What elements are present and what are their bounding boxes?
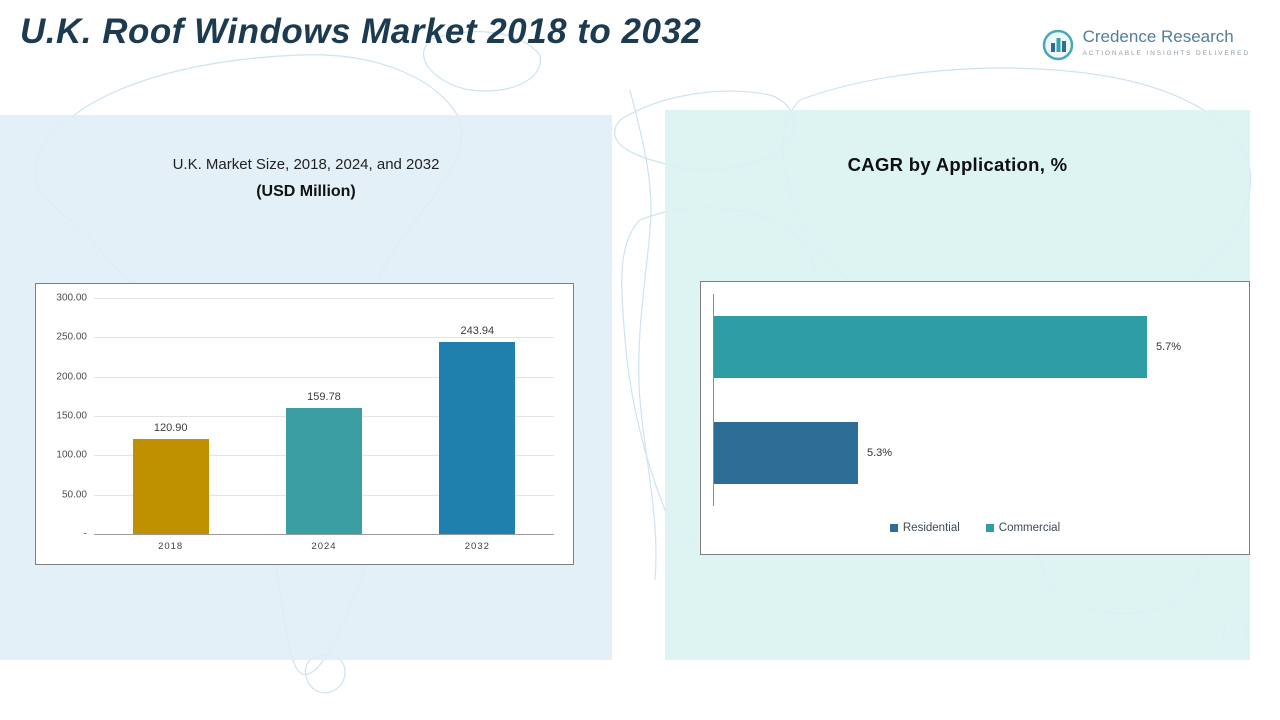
market-size-panel: U.K. Market Size, 2018, 2024, and 2032 (… — [0, 115, 612, 660]
bar-2018: 120.90 — [132, 422, 209, 534]
page-title: U.K. Roof Windows Market 2018 to 2032 — [20, 12, 702, 51]
logo-tagline: Actionable Insights Delivered — [1082, 49, 1250, 57]
credence-logo-icon — [1042, 29, 1073, 61]
bar-slot: 159.78 — [247, 298, 400, 534]
cagr-panel: CAGR by Application, % 5.7% 5.3% Resident… — [665, 110, 1250, 660]
legend-label: Residential — [902, 522, 960, 534]
bar-value-label: 243.94 — [460, 325, 495, 338]
bar-2024: 159.78 — [285, 391, 362, 534]
credence-logo-text: Credence Research Actionable Insights De… — [1082, 27, 1250, 57]
x-axis-category-label: 2024 — [311, 541, 337, 552]
y-axis-tick-label: 150.00 — [56, 410, 87, 422]
legend-marker — [889, 524, 898, 532]
y-axis-tick-label: 200.00 — [56, 371, 87, 383]
market-size-title-line1: U.K. Market Size, 2018, 2024, and 2032 — [172, 156, 440, 173]
bar-commercial — [714, 316, 1147, 378]
bar-row-residential: 5.3% — [714, 422, 1219, 484]
cagr-plot: 5.7% 5.3% — [713, 294, 1219, 506]
bar-value-label: 159.78 — [307, 391, 341, 404]
bar-value-label: 120.90 — [153, 421, 188, 434]
bar-value-label: 5.3% — [867, 447, 893, 459]
legend-item-residential: Residential — [889, 522, 960, 534]
y-axis-tick-label: 50.00 — [61, 489, 87, 501]
y-axis-tick-label: 300.00 — [56, 292, 87, 304]
bar-slot: 120.90 — [94, 298, 247, 534]
legend-marker — [985, 524, 994, 532]
y-axis-tick-label: 250.00 — [56, 331, 87, 343]
bar-2032: 243.94 — [439, 325, 516, 534]
credence-logo: Credence Research Actionable Insights De… — [1041, 27, 1250, 62]
y-axis-tick-label: 100.00 — [56, 449, 87, 461]
market-size-title-line2: (USD Million) — [256, 182, 356, 200]
cagr-title: CAGR by Application, % — [847, 154, 1068, 175]
logo-name: Credence Research — [1082, 27, 1234, 46]
bar-row-commercial: 5.7% — [714, 316, 1219, 378]
bar-slot: 243.94 — [401, 298, 554, 534]
market-size-plot: 300.00 250.00 200.00 150.00 100.00 50.00 - 120.… — [56, 293, 554, 552]
y-axis-tick-label: - — [83, 528, 87, 540]
bar-value-label: 5.7% — [1156, 341, 1182, 353]
bar-residential — [714, 422, 858, 484]
market-size-chart: 300.00 250.00 200.00 150.00 100.00 50.00 - 120.… — [35, 283, 574, 565]
legend-item-commercial: Commercial — [985, 522, 1061, 534]
market-size-title: U.K. Market Size, 2018, 2024, and 2032 (… — [0, 115, 612, 202]
gridline — [94, 298, 554, 299]
x-axis-category-label: 2032 — [464, 541, 490, 552]
cagr-chart: 5.7% 5.3% Residential Commercial — [700, 281, 1250, 555]
gridline — [94, 337, 554, 339]
x-axis-category-label: 2018 — [158, 541, 184, 552]
gridline — [94, 376, 554, 378]
cagr-legend: Residential Commercial — [701, 522, 1249, 534]
legend-label: Commercial — [998, 522, 1061, 534]
